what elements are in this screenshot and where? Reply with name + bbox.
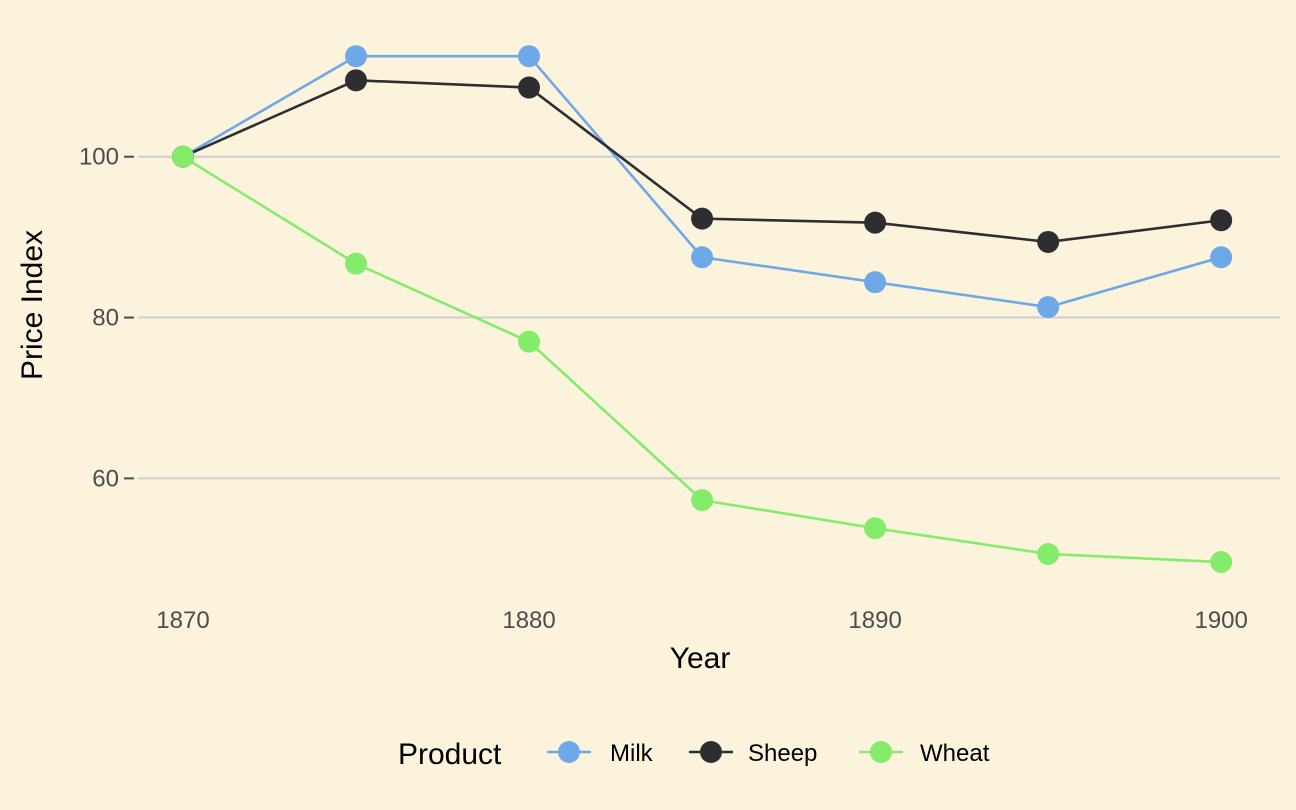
data-point-milk-1880 — [518, 45, 541, 68]
data-point-sheep-1880 — [518, 76, 541, 99]
series-points — [171, 45, 1233, 574]
y-tick-label-80: 80 — [92, 305, 119, 332]
data-point-wheat-1870 — [171, 145, 194, 168]
legend-key-point-milk — [558, 741, 580, 763]
data-point-sheep-1875 — [345, 69, 368, 92]
series-line-milk — [182, 54, 1222, 309]
data-point-milk-1890 — [864, 271, 887, 294]
data-point-sheep-1890 — [864, 211, 887, 234]
y-tick-label-100: 100 — [79, 144, 119, 171]
data-point-sheep-1885 — [691, 207, 714, 230]
legend: Product Milk Sheep Wheat — [398, 738, 990, 771]
data-point-wheat-1890 — [864, 517, 887, 540]
data-point-milk-1885 — [691, 246, 714, 269]
x-axis-ticks: 1870 1880 1890 1900 — [156, 607, 1248, 634]
x-tick-label-1890: 1890 — [848, 607, 901, 634]
legend-label-milk: Milk — [610, 740, 654, 767]
legend-label-sheep: Sheep — [748, 740, 817, 767]
series-lines — [182, 54, 1222, 564]
x-tick-label-1870: 1870 — [156, 607, 209, 634]
data-point-wheat-1875 — [345, 252, 368, 275]
x-axis-title: Year — [670, 642, 731, 675]
grid-lines — [138, 155, 1280, 480]
legend-title: Product — [398, 738, 502, 771]
data-point-wheat-1895 — [1037, 542, 1060, 565]
legend-key-point-sheep — [700, 741, 722, 763]
y-axis-title: Price Index — [16, 230, 49, 380]
data-point-wheat-1885 — [691, 489, 714, 512]
x-tick-label-1880: 1880 — [502, 607, 555, 634]
data-point-sheep-1895 — [1037, 230, 1060, 253]
data-point-milk-1900 — [1210, 246, 1233, 269]
y-axis-ticks: 60 80 100 — [79, 144, 134, 492]
data-point-milk-1895 — [1037, 296, 1060, 319]
data-point-sheep-1900 — [1210, 209, 1233, 232]
data-point-milk-1875 — [345, 45, 368, 68]
y-tick-label-60: 60 — [92, 465, 119, 492]
x-tick-label-1900: 1900 — [1194, 607, 1247, 634]
legend-key-point-wheat — [870, 741, 892, 763]
legend-label-wheat: Wheat — [920, 740, 990, 767]
data-point-wheat-1880 — [518, 330, 541, 353]
data-point-wheat-1900 — [1210, 551, 1233, 574]
